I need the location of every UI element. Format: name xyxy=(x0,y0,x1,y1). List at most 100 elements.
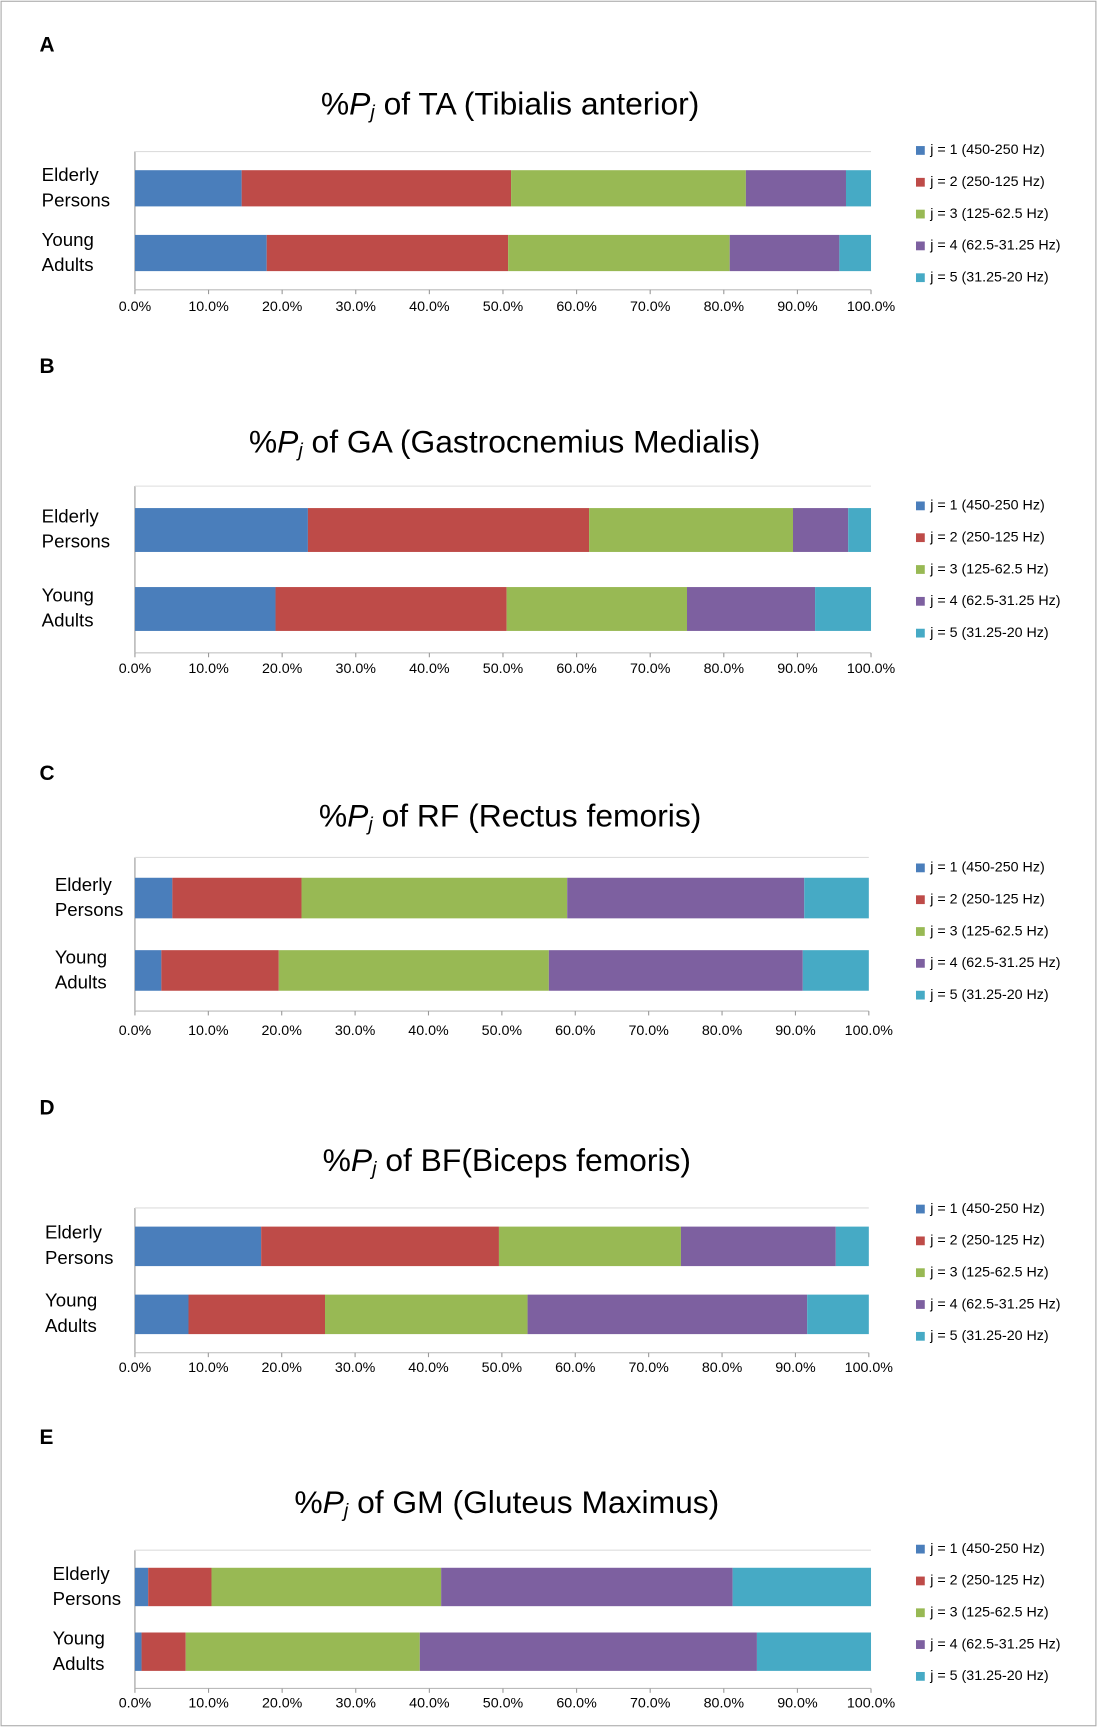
title-part: P xyxy=(347,798,368,834)
legend-label: j = 2 (250-125 Hz) xyxy=(929,1573,1044,1589)
title-part: % xyxy=(319,798,347,834)
title-part: of TA (Tibialis anterior) xyxy=(375,86,700,122)
x-tick-label: 80.0% xyxy=(704,299,745,315)
x-tick-label: 40.0% xyxy=(409,1696,450,1712)
x-tick-label: 20.0% xyxy=(262,1360,303,1376)
category-label-box: Elderly Persons xyxy=(45,1220,133,1275)
y-tick-label: Elderly Persons xyxy=(42,504,130,554)
page: {"chart_data": [ {"type": "bar", "orient… xyxy=(0,0,1097,1727)
x-tick-label: 30.0% xyxy=(336,661,377,677)
x-tick-label: 50.0% xyxy=(483,299,524,315)
category-label-box: Elderly Persons xyxy=(42,504,130,559)
bar-segment xyxy=(528,1295,808,1334)
bar-segment xyxy=(267,235,508,271)
chart-title: %Pj of GA (Gastrocnemius Medialis) xyxy=(249,424,761,462)
x-tick-label: 60.0% xyxy=(555,1023,596,1039)
legend-label: j = 4 (62.5-31.25 Hz) xyxy=(929,1636,1060,1652)
bar-segment xyxy=(186,1632,420,1670)
legend-label: j = 1 (450-250 Hz) xyxy=(929,142,1044,158)
bar-segment xyxy=(261,1227,499,1266)
chart-title: %Pj of BF(Biceps femoris) xyxy=(323,1142,691,1180)
legend-swatch xyxy=(916,565,925,574)
x-tick-label: 90.0% xyxy=(775,1023,816,1039)
bar-segment xyxy=(325,1295,528,1334)
bar-segment xyxy=(730,235,840,271)
legend-label: j = 1 (450-250 Hz) xyxy=(929,1201,1044,1217)
title-part: % xyxy=(321,86,349,122)
title-part: P xyxy=(349,86,370,122)
legend-swatch xyxy=(916,1640,925,1649)
chart-title: %Pj of TA (Tibialis anterior) xyxy=(321,86,699,124)
bar-segment xyxy=(135,587,276,631)
legend-label: j = 3 (125-62.5 Hz) xyxy=(929,1264,1048,1280)
legend-swatch xyxy=(916,242,925,251)
bar-segment xyxy=(276,587,507,631)
category-label-box: Young Adults xyxy=(53,1625,141,1680)
x-tick-label: 70.0% xyxy=(630,661,671,677)
legend-swatch xyxy=(916,1236,925,1245)
legend-swatch xyxy=(916,597,925,606)
category-label-box: Young Adults xyxy=(55,944,143,999)
bar-segment xyxy=(499,1227,681,1266)
x-tick-label: 0.0% xyxy=(119,1360,152,1376)
bar-segment xyxy=(302,878,568,919)
x-tick-label: 70.0% xyxy=(630,299,671,315)
legend-swatch xyxy=(916,1332,925,1341)
bar-segment xyxy=(507,587,687,631)
legend-swatch xyxy=(916,1672,925,1681)
legend-swatch xyxy=(916,927,925,936)
legend-swatch xyxy=(916,1268,925,1277)
legend-label: j = 2 (250-125 Hz) xyxy=(929,174,1044,190)
bar-segment xyxy=(135,1295,189,1334)
bar-segment xyxy=(148,1568,211,1606)
legend-label: j = 1 (450-250 Hz) xyxy=(929,860,1044,876)
bar-segment xyxy=(848,508,871,552)
x-tick-label: 90.0% xyxy=(777,299,818,315)
legend-label: j = 2 (250-125 Hz) xyxy=(929,529,1044,545)
bar-segment xyxy=(161,950,278,991)
x-tick-label: 40.0% xyxy=(408,1023,449,1039)
panel-label: C xyxy=(39,762,54,785)
legend-swatch xyxy=(916,1608,925,1617)
title-part: P xyxy=(323,1485,344,1521)
x-tick-label: 70.0% xyxy=(630,1696,671,1712)
x-tick-label: 100.0% xyxy=(847,661,896,677)
x-tick-label: 0.0% xyxy=(119,1696,152,1712)
category-label-box: Young Adults xyxy=(42,227,130,282)
x-tick-label: 100.0% xyxy=(845,1023,894,1039)
chart-title: %Pj of GM (Gluteus Maximus) xyxy=(294,1485,719,1523)
category-label-box: Young Adults xyxy=(42,583,130,638)
legend-label: j = 3 (125-62.5 Hz) xyxy=(929,206,1048,222)
bar-segment xyxy=(135,235,267,271)
x-tick-label: 40.0% xyxy=(409,299,450,315)
category-label-box: Young Adults xyxy=(45,1288,133,1343)
legend-swatch xyxy=(916,210,925,219)
chart-title: %Pj of RF (Rectus femoris) xyxy=(319,798,702,836)
x-tick-label: 30.0% xyxy=(335,1360,376,1376)
legend-swatch xyxy=(916,864,925,873)
x-tick-label: 60.0% xyxy=(556,299,597,315)
bar-segment xyxy=(807,1295,869,1334)
x-tick-label: 50.0% xyxy=(482,1023,523,1039)
bar-segment xyxy=(567,878,804,919)
legend-label: j = 5 (31.25-20 Hz) xyxy=(929,1668,1048,1684)
figure: A%Pj of TA (Tibialis anterior)0.0%10.0%2… xyxy=(0,0,1097,1727)
x-tick-label: 40.0% xyxy=(408,1360,449,1376)
title-part: % xyxy=(249,424,277,460)
legend-swatch xyxy=(916,273,925,282)
x-tick-label: 60.0% xyxy=(556,1696,597,1712)
bar-segment xyxy=(242,170,511,206)
bar-segment xyxy=(135,950,161,991)
bar-segment xyxy=(681,1227,836,1266)
x-tick-label: 50.0% xyxy=(483,1696,524,1712)
bar-segment xyxy=(846,170,871,206)
category-label-box: Elderly Persons xyxy=(53,1561,141,1616)
legend-swatch xyxy=(916,629,925,638)
legend-swatch xyxy=(916,1300,925,1309)
x-tick-label: 90.0% xyxy=(775,1360,816,1376)
x-tick-label: 50.0% xyxy=(482,1360,523,1376)
bar-segment xyxy=(757,1632,871,1670)
legend-label: j = 3 (125-62.5 Hz) xyxy=(929,561,1048,577)
y-tick-label: Young Adults xyxy=(42,583,130,633)
x-tick-label: 10.0% xyxy=(188,1023,229,1039)
